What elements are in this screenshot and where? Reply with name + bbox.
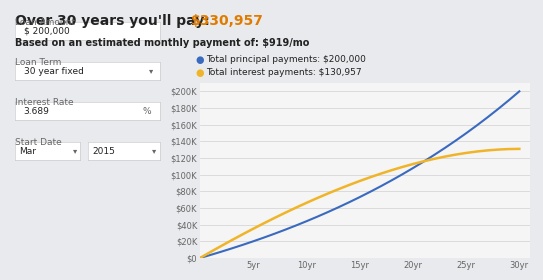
Text: 2015: 2015 xyxy=(92,146,115,155)
Text: Start Date: Start Date xyxy=(15,138,62,147)
Text: $ 200,000: $ 200,000 xyxy=(24,27,70,36)
Text: 30 year fixed: 30 year fixed xyxy=(24,67,84,76)
Text: ●: ● xyxy=(195,55,204,65)
Text: ●: ● xyxy=(195,68,204,78)
Text: ▾: ▾ xyxy=(148,67,153,76)
Text: Interest Rate: Interest Rate xyxy=(15,98,74,107)
Text: ▾: ▾ xyxy=(73,146,77,155)
Text: $330,957: $330,957 xyxy=(191,14,264,28)
Text: Based on an estimated monthly payment of: $919/mo: Based on an estimated monthly payment of… xyxy=(15,38,310,48)
Text: Mar: Mar xyxy=(19,146,36,155)
Text: Total interest payments: $130,957: Total interest payments: $130,957 xyxy=(206,68,362,77)
Text: %: % xyxy=(143,106,151,115)
Text: Loan Amount: Loan Amount xyxy=(15,18,75,27)
Text: 3.689: 3.689 xyxy=(24,106,49,115)
Text: ▾: ▾ xyxy=(152,146,156,155)
Text: Loan Term: Loan Term xyxy=(15,58,61,67)
Text: Over 30 years you'll pay:: Over 30 years you'll pay: xyxy=(15,14,214,28)
Text: Total principal payments: $200,000: Total principal payments: $200,000 xyxy=(206,55,366,64)
